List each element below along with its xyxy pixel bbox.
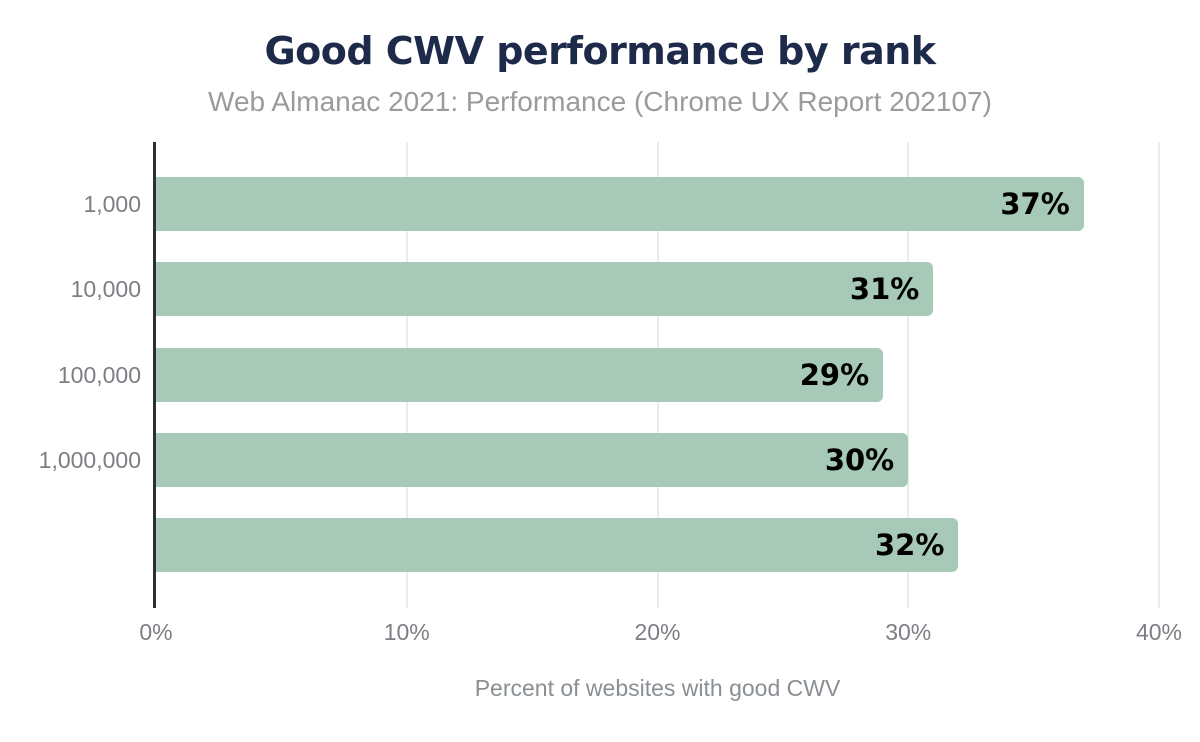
x-axis-ticks: 0% 10% 20% 30% 40%	[139, 619, 1182, 649]
gridline	[907, 142, 910, 608]
bar: 29%	[156, 347, 884, 402]
chart-subtitle: Web Almanac 2021: Performance (Chrome UX…	[208, 86, 992, 117]
x-axis-title: Percent of websites with good CWV	[474, 675, 841, 701]
bar-row: 100,000 29%	[58, 347, 1159, 402]
x-tick-label: 20%	[634, 619, 681, 645]
bar-row: 10,000 31%	[71, 262, 1159, 317]
bar-value-label: 37%	[1000, 187, 1070, 221]
chart-title: Good CWV performance by rank	[264, 29, 936, 73]
y-axis-label: 100,000	[57, 361, 141, 388]
bar-row: 1,000 37%	[83, 177, 1159, 231]
y-axis-line	[153, 142, 156, 608]
bar-row: 32%	[156, 518, 1159, 573]
y-axis-label	[0, 518, 141, 572]
x-tick-label: 40%	[1135, 619, 1183, 645]
bar-value-label: 30%	[824, 442, 895, 477]
bar-value-label: 29%	[799, 357, 870, 392]
bar-value-label: 31%	[849, 272, 920, 307]
bar: 31%	[156, 262, 934, 317]
bar-value-label: 32%	[874, 528, 945, 563]
y-axis-label: 10,000	[70, 276, 141, 303]
bar-row: 1,000,000 30%	[39, 432, 1159, 487]
plot-area: 0% 10% 20% 30% 40% Percent of websites with …	[39, 142, 1182, 701]
y-axis-label: 1,000,000	[38, 446, 141, 473]
x-tick-label: 0%	[139, 619, 173, 645]
bar: 32%	[156, 518, 959, 573]
bar: 30%	[156, 432, 909, 487]
x-tick-label: 10%	[383, 619, 430, 645]
y-axis-label: 1,000	[83, 191, 141, 217]
bar: 37%	[156, 177, 1084, 231]
x-tick-label: 30%	[885, 619, 932, 645]
gridline	[1158, 142, 1160, 608]
